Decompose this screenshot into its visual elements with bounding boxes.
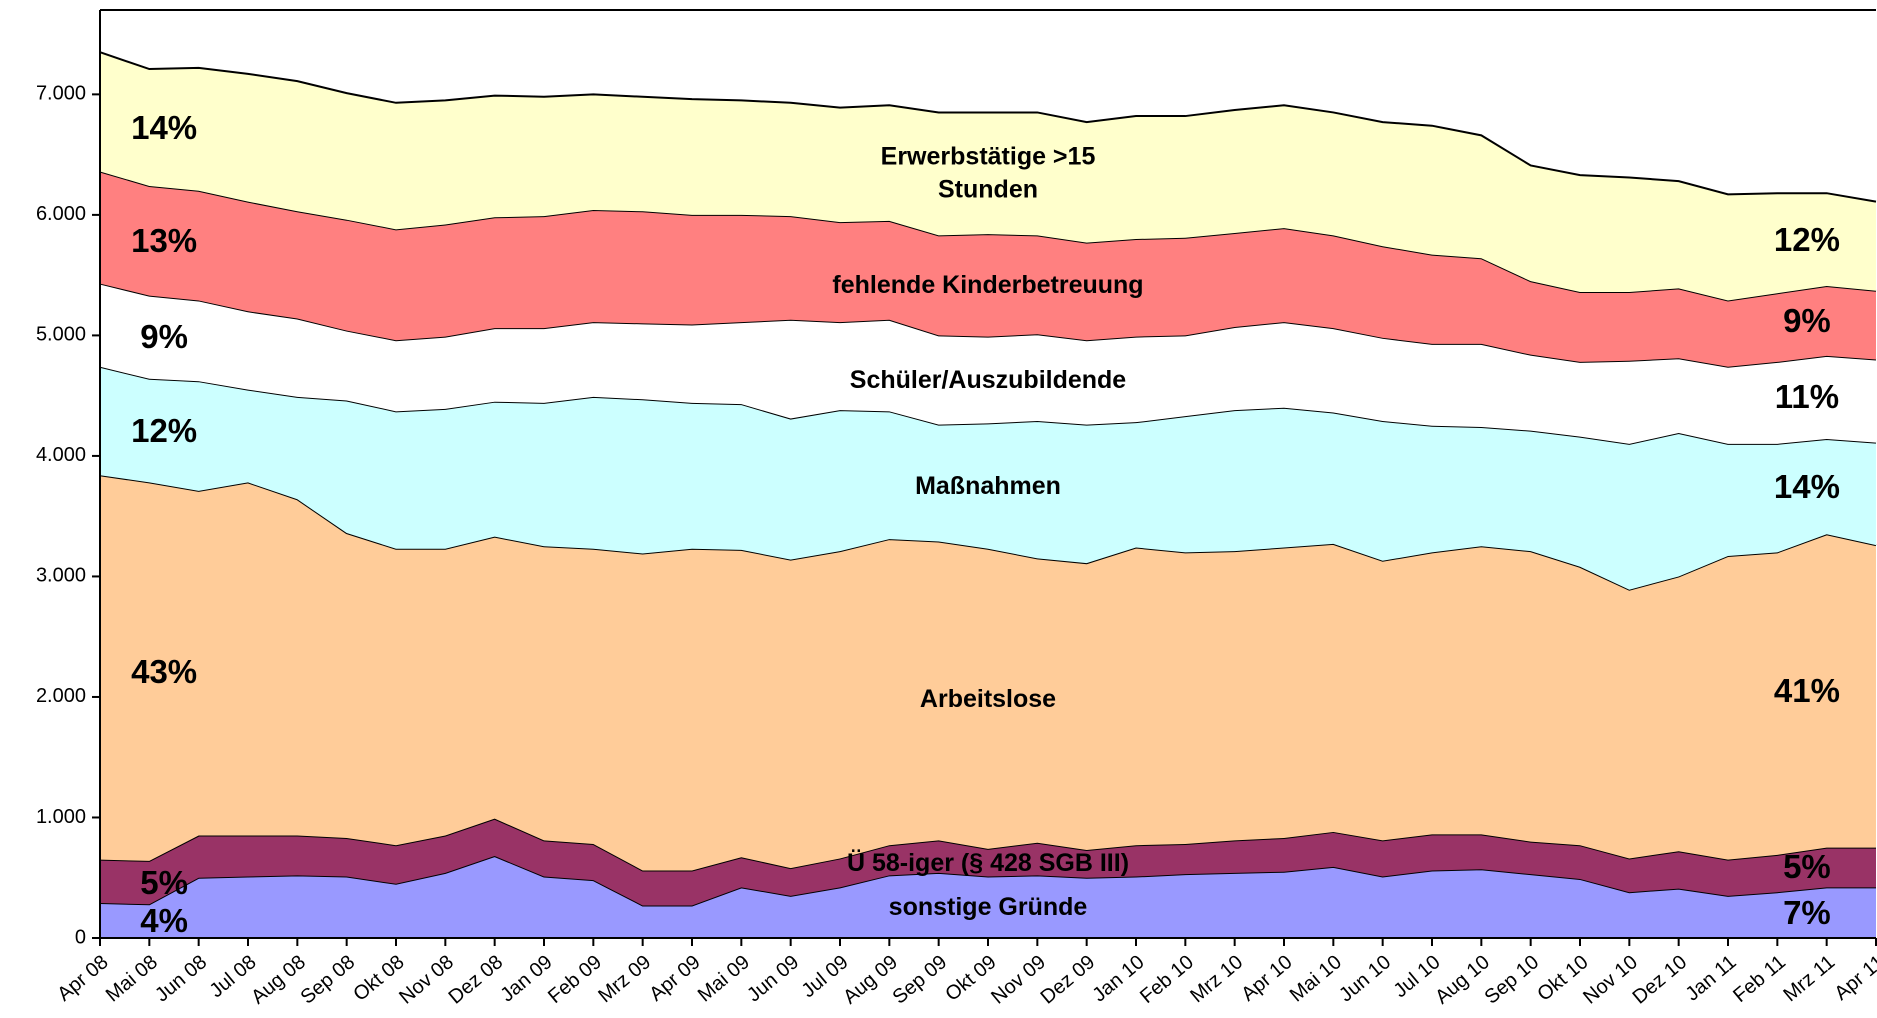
x-tick-label: Jan 11 <box>1682 951 1741 1006</box>
x-tick-label: Aug 09 <box>839 951 902 1009</box>
y-tick-label: 1.000 <box>36 806 86 828</box>
x-tick-label: Aug 08 <box>247 951 310 1009</box>
area <box>100 171 1876 367</box>
x-tick-label: Sep 09 <box>889 951 952 1009</box>
x-tick-label: Jun 08 <box>151 951 211 1006</box>
y-tick-label: 5.000 <box>36 324 86 346</box>
x-tick-label: Sep 10 <box>1481 951 1544 1009</box>
share-label: 12% <box>131 411 198 449</box>
x-tick-label: Dez 10 <box>1629 951 1692 1009</box>
x-tick-label: Sep 08 <box>297 951 360 1009</box>
share-label: 12% <box>1773 220 1840 258</box>
y-tick-label: 6.000 <box>36 203 86 225</box>
share-label: 13% <box>131 221 198 259</box>
area <box>100 283 1876 444</box>
share-label: 14% <box>1773 467 1840 505</box>
x-tick-label: Jun 09 <box>743 951 803 1006</box>
share-label: 5% <box>1783 848 1831 886</box>
x-tick-label: Feb 09 <box>544 951 606 1008</box>
area-edge <box>99 51 1877 203</box>
share-label: 4% <box>140 902 188 940</box>
x-tick-label: Dez 08 <box>445 951 508 1009</box>
area <box>100 366 1876 590</box>
share-label: 11% <box>1774 378 1840 416</box>
series-label: Schüler/Auszubildende <box>849 365 1127 394</box>
x-tick-label: Mai 10 <box>1286 951 1346 1006</box>
x-tick-label: Mrz 09 <box>594 951 655 1007</box>
share-label: 41% <box>1773 671 1840 709</box>
x-tick-label: Aug 10 <box>1431 951 1494 1009</box>
x-tick-label: Nov 09 <box>987 951 1050 1009</box>
share-label: 5% <box>140 863 188 901</box>
x-tick-label: Jun 10 <box>1335 951 1395 1006</box>
x-tick-label: Mrz 11 <box>1779 951 1839 1006</box>
x-tick-label: Feb 10 <box>1136 951 1198 1008</box>
share-label: 7% <box>1783 893 1831 931</box>
area <box>100 475 1876 871</box>
x-tick-label: Apr 08 <box>53 951 112 1006</box>
series-label: sonstige Gründe <box>888 893 1088 922</box>
share-label: 14% <box>131 108 198 146</box>
x-tick-label: Mai 08 <box>102 951 162 1006</box>
share-label: 43% <box>131 652 198 690</box>
x-tick-label: Nov 10 <box>1579 951 1642 1009</box>
area <box>100 856 1876 938</box>
x-tick-label: Apr 10 <box>1237 951 1296 1006</box>
area-edge <box>99 365 1877 445</box>
y-tick-label: 2.000 <box>36 685 86 707</box>
x-tick-label: Mrz 10 <box>1186 951 1247 1007</box>
x-tick-label: Mai 09 <box>694 951 754 1006</box>
series-label: Maßnahmen <box>915 471 1061 500</box>
x-tick-label: Apr 11 <box>1830 951 1877 1005</box>
share-label: 9% <box>1783 301 1831 339</box>
series-label: Arbeitslose <box>919 684 1057 713</box>
y-tick-label: 4.000 <box>36 444 86 466</box>
series-label: Erwerbstätige >15 Stunden <box>880 142 1096 204</box>
y-tick-label: 3.000 <box>36 565 86 587</box>
x-tick-label: Nov 08 <box>395 951 458 1009</box>
x-tick-label: Jan 10 <box>1088 951 1148 1006</box>
x-tick-label: Dez 09 <box>1037 951 1100 1009</box>
share-label: 9% <box>140 318 188 356</box>
x-tick-label: Apr 09 <box>645 951 704 1006</box>
x-tick-label: Feb 11 <box>1729 951 1790 1007</box>
y-tick-label: 0 <box>75 926 86 948</box>
series-label: fehlende Kinderbetreuung <box>832 271 1144 300</box>
y-tick-label: 7.000 <box>36 83 86 105</box>
area <box>100 52 1876 301</box>
series-label: Ü 58-iger (§ 428 SGB III) <box>846 848 1130 877</box>
x-tick-label: Jan 09 <box>496 951 556 1006</box>
